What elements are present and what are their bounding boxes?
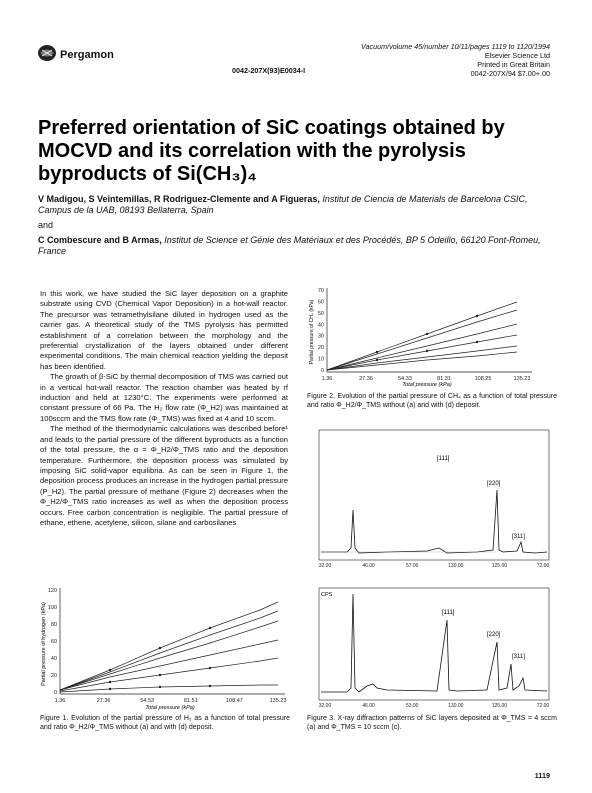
- authors-affil-2: Institut de Science et Génie des Matéria…: [38, 235, 541, 256]
- price-line: 0042-207X/94 $7.00+.00: [470, 69, 550, 78]
- figure-3-bottom-peak-220: [220]: [487, 632, 501, 638]
- figure-3-bottom-xtick-tick: 32.00: [319, 703, 332, 709]
- figure-2-ytick-tick: 40: [318, 322, 324, 328]
- figure-3-top-peak-220: [220]: [487, 481, 501, 487]
- authors-affil-1: Institut de Ciencia de Materials de Barc…: [38, 194, 528, 215]
- page-number: 1119: [534, 771, 550, 780]
- doi-line: 0042-207X(93)E0034-I: [232, 66, 306, 75]
- figure-1-ytick-tick: 20: [51, 673, 57, 679]
- figure-1: 120 100 80 60 40 20 0 1.36 27.36 54.53 81.51 108.4…: [40, 582, 295, 712]
- body-paragraph-2: The growth of β-SiC by thermal decomposi…: [40, 372, 288, 423]
- article-title: Preferred orientation of SiC coatings ob…: [38, 117, 558, 186]
- figure-1-ytick-tick: 120: [48, 588, 57, 594]
- authors-names-1: V Madigou, S Veintemillas, R Rodriguez-C…: [38, 194, 320, 204]
- figure-1-xtick-tick: 135.23: [270, 698, 287, 704]
- figure-2-ytick-tick: 60: [318, 299, 324, 305]
- figure-3-top-plot: [111] [220] [311] 32.00 46.00 57.00 130.00 1…: [318, 429, 550, 569]
- figure-1-ylabel: Partial pressure of hydrogen (kPa): [41, 602, 47, 686]
- authors-block-2: C Combescure and B Armas, Institut de Sc…: [38, 235, 558, 257]
- figure-1-ytick-tick: 100: [48, 605, 57, 611]
- figure-2-xtick-tick: 81.31: [437, 376, 451, 382]
- figure-2-xtick-tick: 135.23: [514, 376, 531, 382]
- globe-logo-icon: [38, 45, 56, 61]
- figure-3-bottom-ylabel: CPS: [321, 592, 333, 598]
- figure-3-top-xtick-tick: 32.00: [319, 563, 332, 569]
- figure-3-top-peak-111: [111]: [437, 456, 450, 462]
- figure-2-xtick-tick: 108.25: [475, 376, 492, 382]
- figure-1-xtick-tick: 54.53: [140, 698, 154, 704]
- figure-1-xtick-tick: 27.36: [97, 698, 111, 704]
- figure-2-xtick-tick: 54.33: [398, 376, 412, 382]
- authors-names-2: C Combescure and B Armas,: [38, 235, 162, 245]
- figure-2-ytick-tick: 0: [321, 368, 324, 374]
- figure-1-ytick-tick: 60: [51, 639, 57, 645]
- figure-3-top-xtick-tick: 57.00: [406, 563, 419, 569]
- figure-2-ytick-tick: 30: [318, 334, 324, 340]
- journal-line: Vacuum/volume 45/number 10/11/pages 1119…: [360, 42, 550, 51]
- figure-1-ytick-tick: 40: [51, 656, 57, 662]
- figure-3-bottom-xtick-tick: 125.00: [492, 703, 508, 709]
- printed-line: Printed in Great Britain: [477, 60, 550, 69]
- figure-2-xtick-tick: 27.36: [359, 376, 373, 382]
- figure-3-bottom-xtick-tick: 130.00: [448, 703, 464, 709]
- figure-3-bottom-plot: CPS [111] [220] [311] 32.00 46.00 53.00 130…: [318, 587, 550, 709]
- body-paragraph-3: The method of the thermodynamic calculat…: [40, 424, 288, 527]
- figure-3-bottom-peak-311: [311]: [512, 654, 525, 660]
- figure-2: 70 60 50 40 30 20 10 0 1.36 27.36 54.33 81.31 108.2…: [307, 282, 557, 392]
- figure-1-xtick-tick: 1.36: [55, 698, 66, 704]
- figure-3-top: [111] [220] [311] 32.00 46.00 57.00 130.00 1…: [307, 420, 557, 570]
- authors-block-1: V Madigou, S Veintemillas, R Rodriguez-C…: [38, 194, 558, 216]
- figure-3-top-peak-311: [311]: [512, 534, 525, 540]
- figure-2-ytick-tick: 50: [318, 311, 324, 317]
- figure-2-xlabel: Total pressure (kPa): [402, 382, 451, 388]
- figure-3-top-xtick-tick: 72.00: [537, 563, 550, 569]
- title-line-3: byproducts of Si(CH₃)₄: [38, 163, 257, 185]
- figure-1-plot: 120 100 80 60 40 20 0 1.36 27.36 54.53 81.51 108.4…: [41, 588, 287, 711]
- figure-3-bottom-xtick-tick: 46.00: [362, 703, 375, 709]
- figure-1-caption: Figure 1. Evolution of the partial press…: [40, 715, 290, 731]
- copyright-line: Elsevier Science Ltd: [484, 51, 550, 60]
- title-line-1: Preferred orientation of SiC coatings ob…: [38, 117, 505, 139]
- figure-2-ytick-tick: 70: [318, 288, 324, 294]
- figure-1-xtick-tick: 81.51: [184, 698, 198, 704]
- publisher-logo: [37, 44, 57, 62]
- figure-1-xlabel: Total pressure (kPa): [145, 705, 194, 711]
- figure-1-ytick-tick: 80: [51, 622, 57, 628]
- figure-3-bottom-peak-111: [111]: [442, 610, 455, 616]
- figure-3-top-xtick-tick: 130.00: [448, 563, 464, 569]
- body-column: In this work, we have studied the SiC la…: [40, 289, 288, 528]
- figure-1-ytick-tick: 0: [54, 690, 57, 696]
- figure-3-top-xtick-tick: 125.00: [492, 563, 508, 569]
- figure-2-ytick-tick: 10: [318, 357, 324, 363]
- figure-2-plot: 70 60 50 40 30 20 10 0 1.36 27.36 54.33 81.31 108.2…: [309, 288, 532, 388]
- figure-2-ylabel: Partial pressure of CH₄ (kPa): [309, 299, 315, 364]
- figure-3-top-xtick-tick: 46.00: [362, 563, 375, 569]
- figure-3-bottom-xtick-tick: 72.00: [537, 703, 550, 709]
- title-line-2: MOCVD and its correlation with the pyrol…: [38, 140, 466, 162]
- figure-2-caption: Figure 2. Evolution of the partial press…: [307, 393, 557, 409]
- figure-3-caption: Figure 3. X-ray diffraction patterns of …: [307, 715, 557, 731]
- figure-1-xtick-tick: 108.47: [226, 698, 243, 704]
- body-paragraph-1: In this work, we have studied the SiC la…: [40, 289, 288, 371]
- figure-2-xtick-tick: 1.36: [322, 376, 333, 382]
- publisher-name: Pergamon: [60, 49, 114, 61]
- figure-2-ytick-tick: 20: [318, 345, 324, 351]
- figure-3-bottom-xtick-tick: 53.00: [406, 703, 419, 709]
- authors-and: and: [38, 220, 54, 230]
- figure-3-bottom: CPS [111] [220] [311] 32.00 46.00 53.00 130…: [307, 580, 557, 710]
